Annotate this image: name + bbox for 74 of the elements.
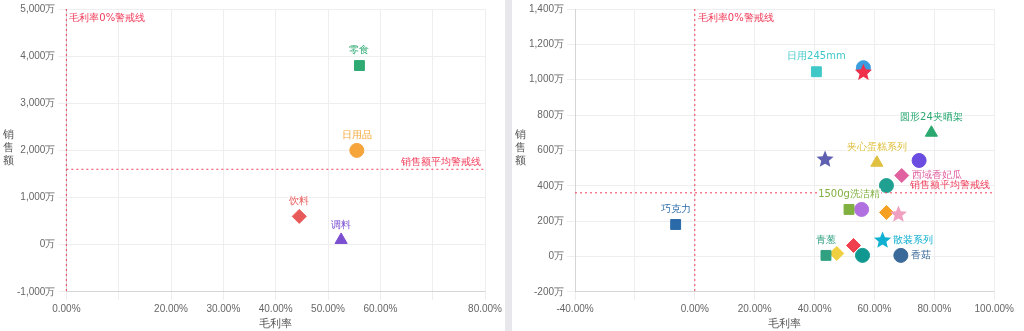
y-tick-label: 0万 (39, 238, 56, 250)
y-tick-label: -1,000万 (17, 285, 56, 297)
point (911, 152, 927, 168)
series-label: 1500g洗洁精 (818, 188, 880, 200)
y-tick-label: 1,000万 (528, 73, 565, 85)
point (855, 247, 870, 263)
point (843, 203, 855, 215)
x-tick-label: 0.00% (52, 302, 81, 314)
series-label: 巧克力 (660, 203, 691, 215)
series-label: 香菇 (910, 248, 931, 260)
series-label: 西域香妃瓜 (911, 169, 962, 181)
point (820, 249, 832, 261)
x-axis-title: 毛利率 (259, 317, 293, 330)
y-tick-label: 800万 (537, 108, 565, 120)
x-axis-title: 毛利率 (768, 317, 802, 330)
point (816, 150, 834, 167)
series-label: 散装系列 (892, 234, 933, 246)
y-axis-title: 销售额 (3, 128, 15, 167)
point (878, 204, 894, 220)
series-label: 饮料 (288, 194, 310, 206)
x-tick-label: 20.00% (154, 302, 189, 314)
y-tick-label: 1,200万 (528, 38, 565, 50)
point (870, 155, 884, 167)
series-label: 青葱 (815, 233, 836, 245)
ref-line-label: 毛利率0%警戒线 (697, 11, 774, 23)
point (353, 60, 365, 72)
point (878, 178, 894, 194)
y-tick-label: 5,000万 (20, 2, 56, 14)
point (670, 219, 682, 230)
y-tick-label: -200万 (534, 285, 565, 297)
x-tick-label: 40.00% (258, 302, 293, 314)
y-tick-label: 0万 (548, 250, 565, 262)
point (334, 232, 348, 244)
series-label: 日用品 (341, 128, 372, 140)
x-tick-label: -40.00% (556, 302, 594, 314)
point (893, 247, 909, 263)
x-tick-label: 0.00% (680, 302, 710, 314)
series-label: 日用245mm (787, 50, 846, 62)
series-label: 夹心蛋糕系列 (846, 141, 907, 153)
x-tick-label: 100.00% (974, 302, 1015, 314)
y-tick-label: 4,000万 (20, 49, 56, 61)
y-axis-title: 销售额 (515, 128, 527, 167)
point (349, 142, 365, 158)
y-tick-label: 400万 (537, 179, 565, 191)
point (846, 237, 862, 253)
point (889, 205, 907, 222)
ref-line-label: 销售额平均警戒线 (400, 155, 482, 167)
x-tick-label: 40.00% (797, 302, 832, 314)
x-tick-label: 80.00% (468, 302, 503, 314)
point (829, 245, 845, 261)
point (894, 168, 910, 183)
point (291, 208, 307, 224)
series-label: 圆形24夹晒架 (900, 111, 963, 123)
series-label: 零食 (349, 44, 370, 56)
x-tick-label: 60.00% (857, 302, 892, 314)
ref-line-label: 毛利率0%警戒线 (69, 11, 146, 23)
series-label: 调料 (331, 218, 352, 230)
x-tick-label: 50.00% (311, 302, 346, 314)
x-tick-label: 20.00% (737, 302, 772, 314)
y-tick-label: 2,000万 (20, 144, 56, 156)
point (924, 125, 938, 137)
point (854, 201, 870, 217)
y-tick-label: 200万 (537, 214, 565, 226)
y-tick-label: 1,400万 (528, 2, 565, 14)
ref-line-label: 销售额平均警戒线 (909, 179, 991, 191)
x-tick-label: 30.00% (206, 302, 241, 314)
x-tick-label: 80.00% (917, 302, 952, 314)
point (854, 63, 872, 80)
y-tick-label: 1,000万 (20, 191, 56, 203)
y-tick-label: 600万 (537, 144, 565, 156)
point (874, 231, 892, 248)
x-tick-label: 60.00% (363, 302, 398, 314)
point (810, 66, 822, 78)
y-tick-label: 3,000万 (20, 97, 56, 109)
